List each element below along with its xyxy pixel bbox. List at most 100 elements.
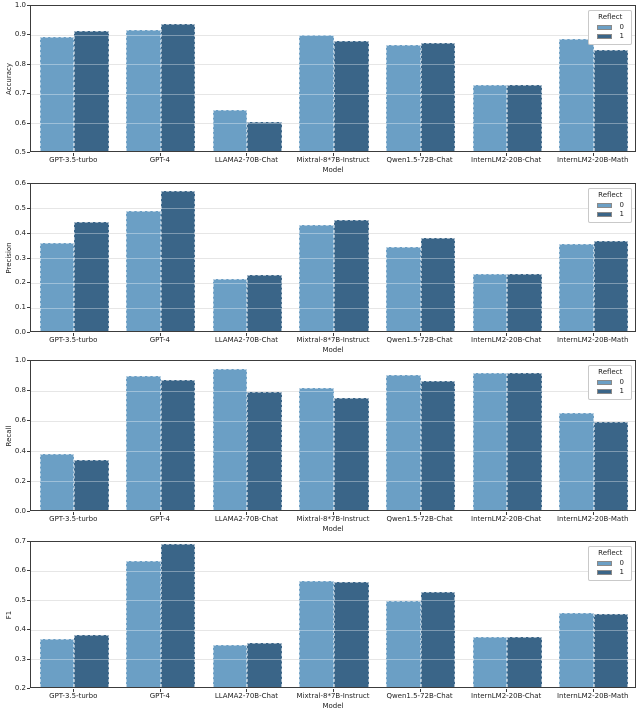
x-tick-mark [246,689,248,692]
y-tick-label: 1.0 [14,1,26,9]
bar [559,612,594,687]
bar [420,237,456,331]
y-tick-mark [27,390,30,392]
x-tick-mark [159,153,161,156]
bar [126,561,161,687]
y-tick-mark [27,450,30,452]
gridline-overlay [31,233,635,235]
legend-swatch-reflect-0 [596,203,612,208]
legend-item: 0 [596,378,624,387]
bar [39,639,75,687]
y-tick-label: 0.6 [14,566,26,575]
bar [126,210,161,331]
bar [334,41,369,151]
legend-item: 0 [596,559,624,568]
x-tick-label: Mixtral-8*7B-Instruct [296,156,370,164]
y-axis-label: Precision [5,241,13,274]
bar [507,637,542,687]
gridline-overlay [31,34,635,36]
gridline-overlay [31,600,635,602]
x-tick-mark [419,689,421,692]
x-tick-label: InternLM2-20B-Math [556,692,629,700]
y-tick-label: 0.5 [14,148,26,156]
gridline-overlay [31,629,635,631]
legend-swatch-reflect-0 [596,380,612,385]
legend: Reflect 0 1 [587,10,632,45]
y-tick-mark [27,122,30,124]
y-tick-label: 0.3 [14,253,26,262]
bar [507,373,542,510]
legend-swatch-reflect-1 [596,212,612,217]
x-tick-mark [73,153,75,156]
bar [299,387,334,510]
x-axis-label: Model [322,702,344,710]
legend-swatch-reflect-1 [596,34,612,39]
x-tick-mark [333,512,334,515]
y-tick-mark [27,480,30,482]
bar [420,43,456,151]
legend-swatch-reflect-1 [596,389,612,394]
bar [385,246,421,331]
bar [593,421,629,510]
bar [39,242,75,331]
legend-label: 1 [619,387,624,395]
x-tick-label: GPT-4 [149,692,170,700]
y-tick-label: 0.8 [14,59,26,68]
y-tick-label: 0.4 [14,446,26,455]
legend-item: 1 [596,210,624,219]
x-tick-label: InternLM2-20B-Math [556,515,629,523]
x-tick-mark [592,512,594,515]
y-tick-mark [27,152,30,153]
axes-recall: Reflect 0 1 [30,360,636,511]
gridline-overlay [31,208,635,210]
y-axis-label: Accuracy [5,62,13,95]
x-tick-label: Qwen1.5-72B-Chat [386,336,453,344]
x-tick-label: Qwen1.5-72B-Chat [386,692,453,700]
legend-title: Reflect [598,191,623,199]
legend-title: Reflect [598,549,623,557]
bar [385,601,421,687]
bar [212,279,248,331]
bar [472,273,508,331]
y-tick-mark [27,541,30,542]
bar [247,391,283,510]
x-tick-mark [246,512,248,515]
y-tick-label: 1.0 [14,356,26,364]
x-tick-mark [592,153,594,156]
gridline-overlay [31,307,635,309]
legend-label: 1 [619,210,624,218]
bar [212,110,248,151]
x-tick-mark [73,689,75,692]
y-tick-label: 0.0 [14,507,26,515]
gridline-overlay [31,93,635,95]
x-axis-label: Model [322,346,344,354]
bar [472,373,508,510]
x-tick-mark [419,153,421,156]
x-tick-mark [73,512,75,515]
bar [559,39,594,151]
x-tick-label: Mixtral-8*7B-Instruct [296,515,370,523]
x-tick-mark [506,333,508,336]
x-tick-mark [592,333,594,336]
axes-f1: Reflect 0 1 [30,541,636,688]
gridline-overlay [31,420,635,422]
axes-precision: Reflect 0 1 [30,183,636,332]
legend-label: 0 [619,559,624,567]
legend-title: Reflect [598,13,623,21]
y-axis-label: F1 [5,610,13,619]
bar [559,413,594,510]
y-tick-mark [27,307,30,309]
bar [507,273,542,331]
bar [334,581,369,687]
bar [507,84,542,151]
bar [593,613,629,687]
x-tick-mark [506,153,508,156]
bar [126,376,161,510]
x-tick-label: GPT-4 [149,336,170,344]
bar [160,380,196,510]
gridline [31,570,635,572]
x-tick-label: GPT-3.5-turbo [49,515,98,523]
y-tick-mark [27,183,30,184]
x-tick-label: InternLM2-20B-Math [556,156,629,164]
x-tick-label: LLAMA2-70B-Chat [214,156,278,164]
